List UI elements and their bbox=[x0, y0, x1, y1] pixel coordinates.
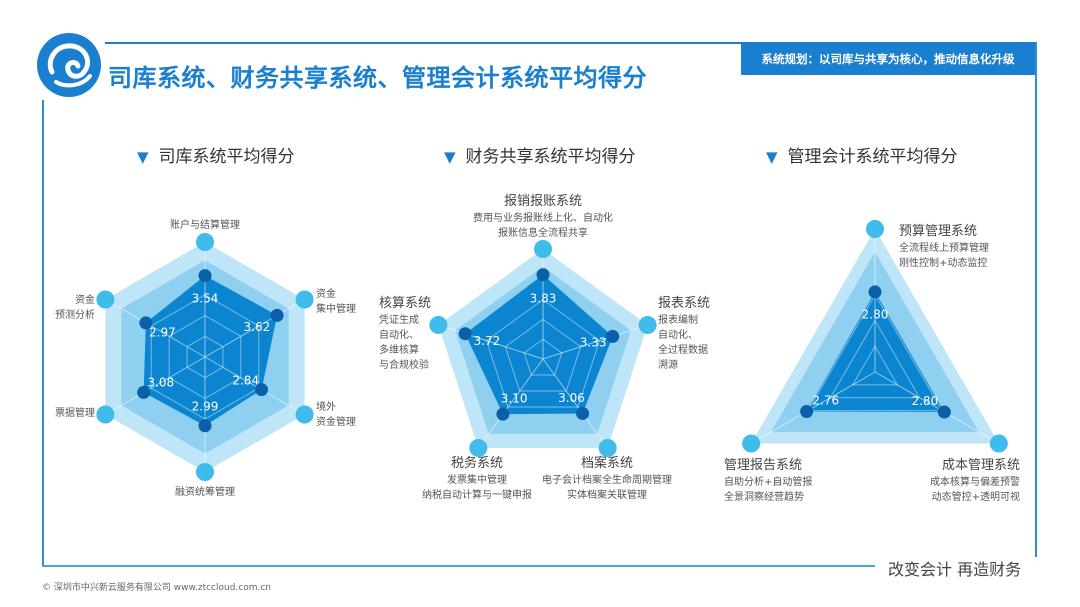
radar-data-point bbox=[536, 268, 550, 282]
axis-label: 管理报告系统 自助分析+自动管报 全景洞察经营趋势 bbox=[724, 458, 813, 503]
radar-data-point bbox=[868, 285, 882, 299]
triangle-down-icon: ▼ bbox=[766, 148, 778, 166]
company-logo bbox=[37, 33, 101, 97]
radar-gridline bbox=[829, 319, 921, 399]
radar-gridline bbox=[807, 293, 943, 412]
radar-axis bbox=[204, 356, 305, 415]
chart-2-title: ▼ 财务共享系统平均得分 bbox=[444, 142, 636, 167]
chart-1-title-text: 司库系统平均得分 bbox=[158, 147, 295, 167]
triangle-down-icon: ▼ bbox=[444, 148, 456, 166]
radar-gridline bbox=[523, 338, 563, 376]
radar-value-label: 2.99 bbox=[192, 400, 219, 414]
planning-tag: 系统规划：以司库与共享为核心，推动信息化升级 bbox=[741, 43, 1035, 75]
radar-vertex-marker bbox=[638, 316, 657, 335]
frame-right-line bbox=[1035, 42, 1037, 557]
axis-label: 档案系统 电子会计档案全生命周期管理 实体档案关联管理 bbox=[542, 456, 672, 501]
frame-top-line bbox=[105, 42, 1037, 44]
radar-vertex-marker bbox=[742, 434, 761, 453]
radar-gridline bbox=[504, 318, 582, 392]
radar-axis bbox=[750, 371, 876, 444]
radar-value-label: 2.97 bbox=[149, 325, 176, 339]
radar-value-label: 2.80 bbox=[862, 307, 889, 321]
radar-value-label: 3.33 bbox=[580, 336, 607, 350]
slogan: 改变会计 再造财务 bbox=[888, 560, 1022, 579]
radar-data-point bbox=[139, 316, 153, 330]
radar-data-point bbox=[576, 406, 590, 420]
radar-vertex-marker bbox=[96, 405, 115, 424]
axis-label: 资金 预测分析 bbox=[55, 295, 95, 321]
radar-data-point bbox=[606, 329, 620, 343]
radar-vertex-marker bbox=[295, 405, 314, 424]
chart-2-title-text: 财务共享系统平均得分 bbox=[465, 147, 636, 167]
page-title: 司库系统、财务共享系统、管理会计系统平均得分 bbox=[108, 64, 647, 92]
radar-data-point bbox=[800, 404, 814, 418]
radar-value-label: 3.08 bbox=[147, 376, 174, 390]
axis-label: 税务系统 发票集中管理 纳税自动计算与一键申报 bbox=[422, 456, 532, 501]
triangle-down-icon: ▼ bbox=[137, 148, 149, 166]
radar-value-label: 3.10 bbox=[501, 392, 528, 406]
axis-label: 核算系统 凭证生成 自动化、 多维核算 与合规校验 bbox=[379, 296, 432, 371]
radar-vertex-marker bbox=[295, 290, 314, 309]
radar-gridline bbox=[485, 298, 601, 408]
radar-value-label: 3.72 bbox=[474, 334, 501, 348]
radar-data-point bbox=[137, 385, 151, 399]
radar-vertex-marker bbox=[469, 438, 488, 457]
radar-vertex-marker bbox=[598, 438, 617, 457]
chart-1-title: ▼ 司库系统平均得分 bbox=[137, 142, 295, 167]
frame-bottom-line bbox=[42, 565, 875, 567]
radar-value-label: 3.06 bbox=[558, 391, 585, 405]
radar-data-point bbox=[937, 405, 951, 419]
radar-value-label: 3.54 bbox=[192, 291, 219, 305]
frame-left-line bbox=[42, 100, 44, 566]
radar-data-point bbox=[496, 407, 510, 421]
radar-axis bbox=[105, 356, 206, 415]
axis-label: 报销报账系统 费用与业务报账线上化、自动化 报账信息全流程共享 bbox=[473, 194, 613, 239]
radar-data-point bbox=[255, 383, 269, 397]
radar-vertex-marker bbox=[534, 240, 552, 258]
axis-label: 成本管理系统 成本核算与偏差预警 动态管控+透明可视 bbox=[930, 458, 1020, 503]
radar-value-label: 2.84 bbox=[232, 374, 259, 388]
radar-axis bbox=[477, 358, 544, 449]
radar-axis bbox=[542, 358, 609, 449]
radar-data-point bbox=[198, 269, 212, 283]
axis-label: 账户与结算管理 bbox=[170, 220, 240, 231]
axis-label: 报表系统 报表编制 自动化、 全过程数据 溯源 bbox=[658, 296, 711, 371]
radar-axis bbox=[542, 324, 648, 360]
radar-value-label: 2.76 bbox=[812, 393, 839, 407]
radar-data-point bbox=[458, 327, 472, 341]
axis-label: 资金 集中管理 bbox=[316, 289, 356, 315]
radar-data-area bbox=[465, 274, 613, 415]
radar-vertex-marker bbox=[96, 290, 115, 309]
radar-vertex-marker bbox=[196, 463, 214, 481]
radar-axis bbox=[874, 371, 1000, 444]
radar-value-label: 2.80 bbox=[912, 394, 939, 408]
axis-label: 预算管理系统 全流程线上预算管理 刚性控制+动态监控 bbox=[899, 224, 989, 269]
radar-data-point bbox=[270, 308, 284, 322]
axis-label: 融资统筹管理 bbox=[175, 487, 235, 498]
radar-data-area bbox=[143, 275, 278, 426]
copyright: © 深圳市中兴新云服务有限公司 www.ztccloud.com.cn bbox=[42, 583, 272, 593]
radar-data-point bbox=[198, 419, 212, 433]
radar-vertex-marker bbox=[866, 220, 884, 238]
radar-vertex-marker bbox=[429, 316, 448, 335]
radar-axis bbox=[438, 324, 544, 360]
axis-label: 票据管理 bbox=[55, 408, 95, 419]
radar-value-label: 3.62 bbox=[244, 320, 271, 334]
radar-axis bbox=[105, 299, 206, 358]
radar-vertex-marker bbox=[989, 434, 1008, 453]
axis-label: 境外 资金管理 bbox=[316, 402, 356, 428]
chart-3-title-text: 管理会计系统平均得分 bbox=[787, 147, 958, 167]
radar-vertex-marker bbox=[196, 233, 214, 251]
radar-value-label: 3.83 bbox=[530, 291, 557, 305]
radar-gridline bbox=[851, 345, 899, 386]
radar-axis bbox=[204, 299, 305, 358]
chart-3-title: ▼ 管理会计系统平均得分 bbox=[766, 142, 958, 167]
